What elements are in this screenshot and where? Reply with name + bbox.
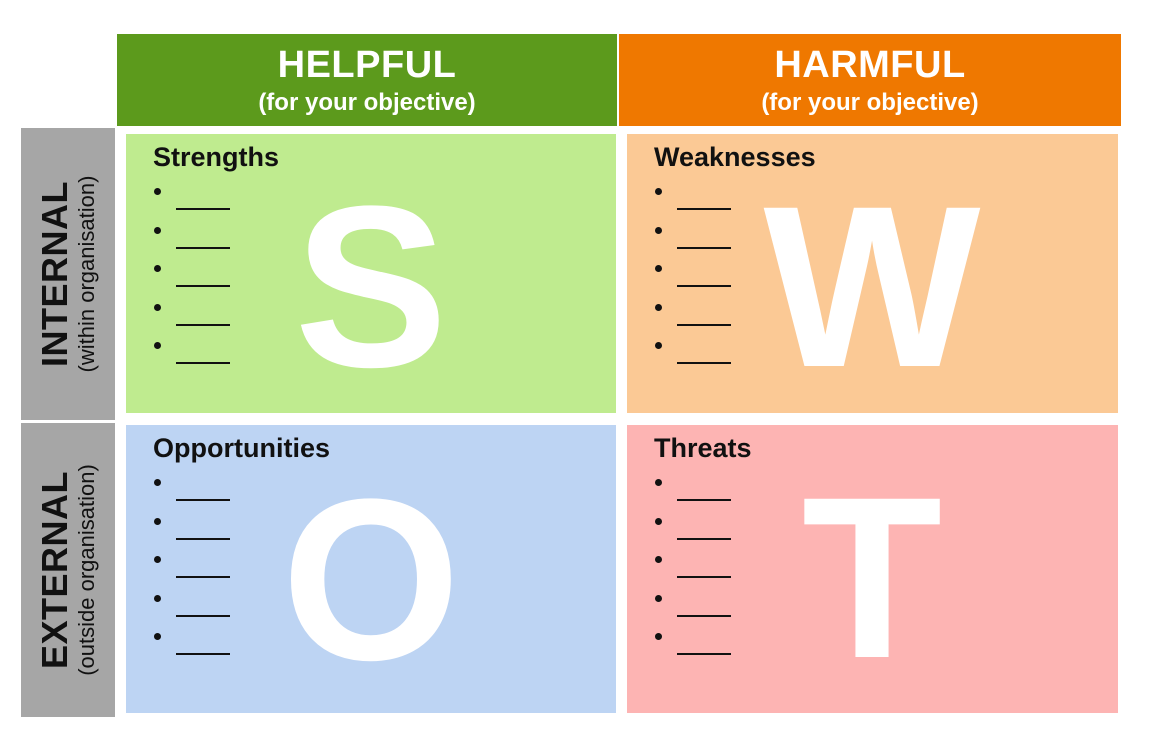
column-header-harmful: HARMFUL (for your objective) xyxy=(619,34,1121,126)
quadrant-title-opportunities: Opportunities xyxy=(153,433,330,463)
quadrant-letter-t: T xyxy=(801,449,943,706)
bullet-dot xyxy=(655,342,662,349)
blank-line xyxy=(677,576,731,578)
quadrant-letter-o: O xyxy=(281,451,461,708)
row-header-external: EXTERNAL (outside organisation) xyxy=(21,423,115,717)
bullet-dot xyxy=(154,633,161,640)
blank-line xyxy=(176,537,230,540)
blank-line xyxy=(176,499,230,501)
quadrant-strengths: S Strengths xyxy=(126,134,616,413)
quadrant-title-weaknesses: Weaknesses xyxy=(654,142,816,172)
column-header-helpful-sub: (for your objective) xyxy=(258,89,476,116)
bullet-dot xyxy=(655,633,662,640)
blank-line xyxy=(677,362,731,364)
quadrant-title-threats: Threats xyxy=(654,433,752,463)
column-header-harmful-sub: (for your objective) xyxy=(761,89,979,116)
blank-line xyxy=(677,208,731,210)
column-header-helpful-label: HELPFUL xyxy=(277,44,457,86)
blank-line xyxy=(176,653,230,655)
blank-line xyxy=(677,246,731,249)
blank-line xyxy=(176,614,230,617)
row-header-internal: INTERNAL (within organisation) xyxy=(21,128,115,420)
bullet-dot xyxy=(655,188,662,195)
bullet-dot xyxy=(154,556,161,563)
bullet-dot xyxy=(655,479,662,486)
bullet-dot xyxy=(655,303,662,311)
bullet-dot xyxy=(154,265,161,272)
bullet-dot xyxy=(154,303,161,311)
blank-line xyxy=(176,362,230,364)
row-header-external-sub: (outside organisation) xyxy=(74,464,99,676)
bullet-dot xyxy=(655,594,662,602)
bullet-dot xyxy=(655,517,662,525)
quadrant-letter-s: S xyxy=(294,158,448,413)
blank-line xyxy=(677,653,731,655)
blank-line xyxy=(176,246,230,249)
bullet-dot xyxy=(154,188,161,195)
quadrant-weaknesses: W Weaknesses xyxy=(627,134,1118,413)
blank-line xyxy=(176,285,230,287)
quadrant-opportunities: O Opportunities xyxy=(126,425,616,713)
blank-line xyxy=(176,576,230,578)
quadrant-letter-w: W xyxy=(763,158,981,413)
bullet-dot xyxy=(154,517,161,525)
quadrant-title-strengths: Strengths xyxy=(153,142,280,172)
bullet-dot xyxy=(655,265,662,272)
blank-line xyxy=(677,285,731,287)
bullet-dot xyxy=(154,594,161,602)
quadrant-threats: T Threats xyxy=(627,425,1118,713)
blank-line xyxy=(176,323,230,326)
row-header-external-label: EXTERNAL xyxy=(34,470,75,670)
blank-line xyxy=(176,208,230,210)
blank-line xyxy=(677,537,731,540)
bullet-dot xyxy=(154,226,161,234)
bullet-dot xyxy=(655,226,662,234)
bullet-dot xyxy=(154,479,161,486)
bullet-dot xyxy=(154,342,161,349)
blank-line xyxy=(677,614,731,617)
row-header-internal-sub: (within organisation) xyxy=(74,175,99,373)
column-header-harmful-label: HARMFUL xyxy=(774,44,966,86)
row-header-internal-label: INTERNAL xyxy=(34,181,75,367)
bullet-dot xyxy=(655,556,662,563)
blank-line xyxy=(677,499,731,501)
column-header-helpful: HELPFUL (for your objective) xyxy=(117,34,617,126)
blank-line xyxy=(677,323,731,326)
